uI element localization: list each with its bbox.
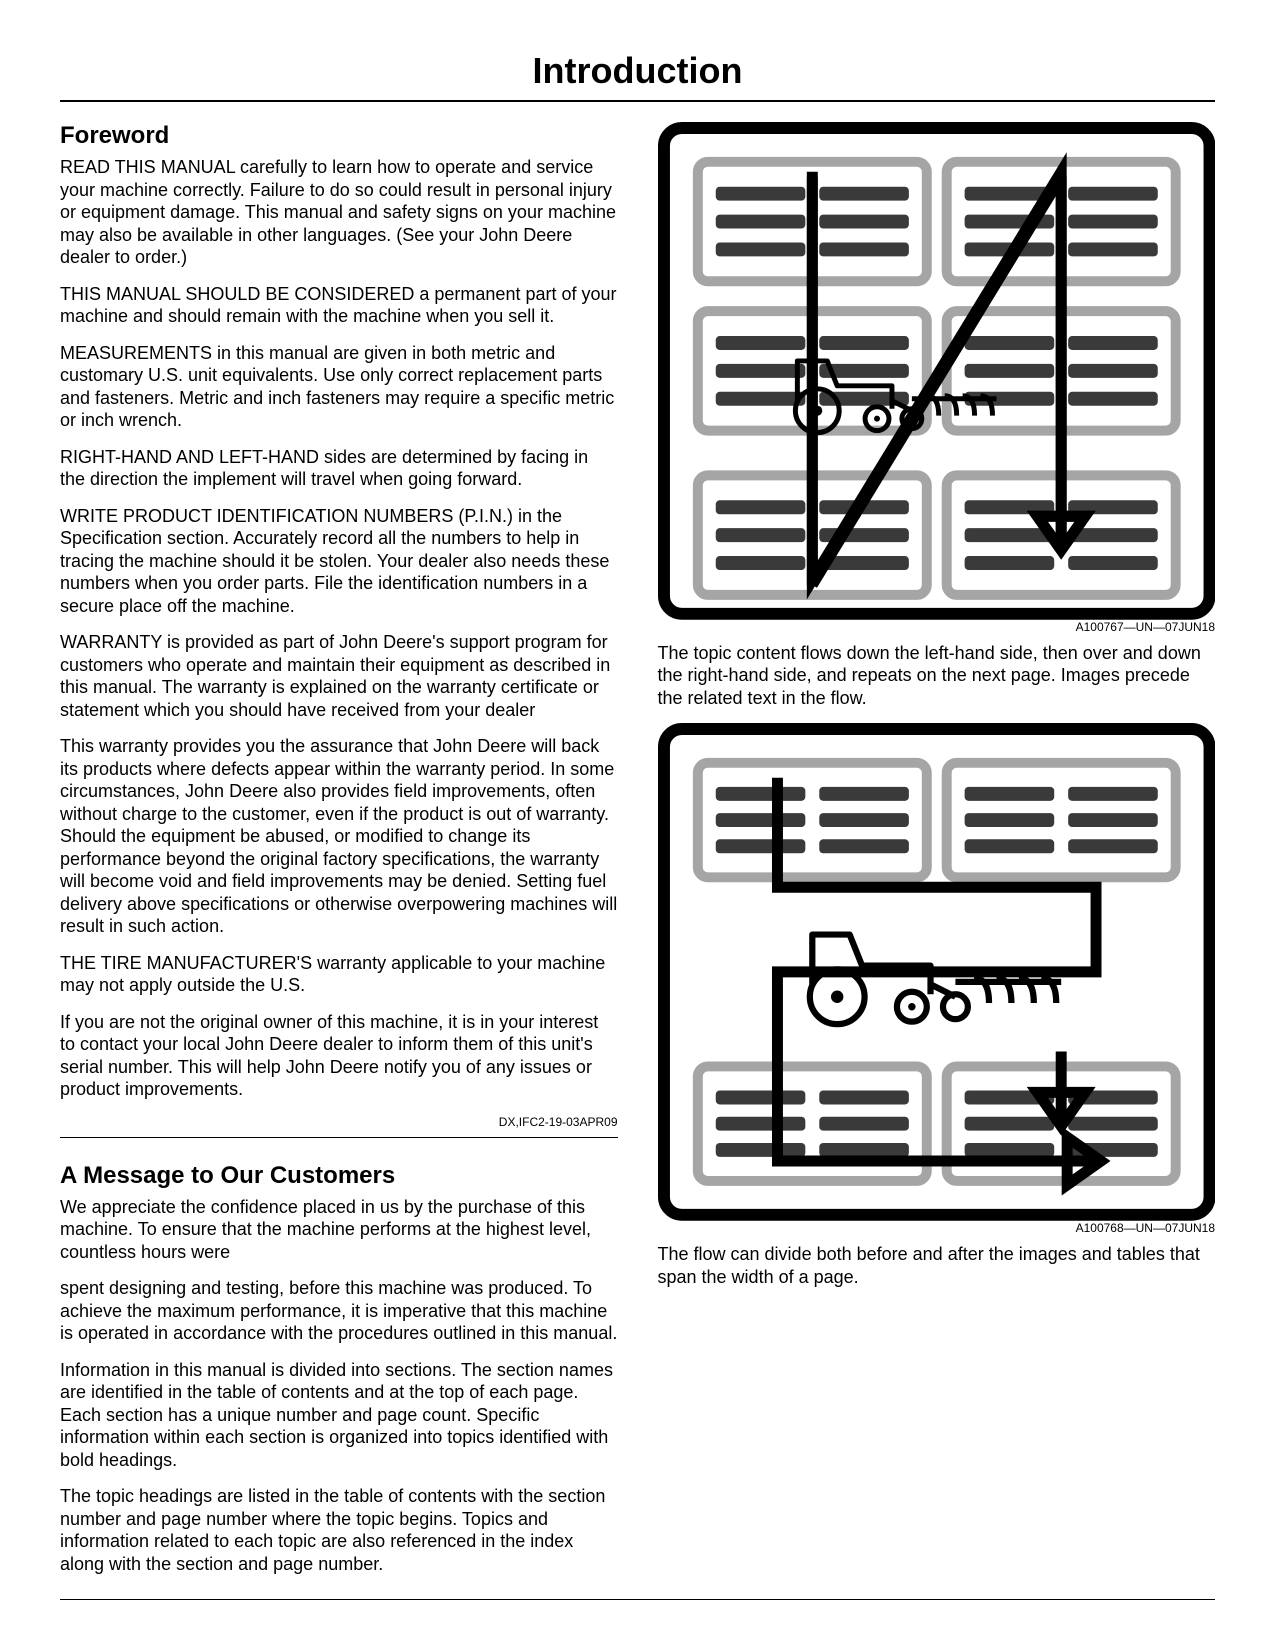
message-p5: The topic content flows down the left-ha… [658, 642, 1216, 710]
figure-1: A100767—UN—07JUN18 [658, 122, 1216, 634]
foreword-p8: THE TIRE MANUFACTURER'S warranty applica… [60, 952, 618, 997]
foreword-p9: If you are not the original owner of thi… [60, 1011, 618, 1101]
message-p6: The flow can divide both before and afte… [658, 1243, 1216, 1288]
page-title: Introduction [60, 50, 1215, 102]
figure-2-ref: A100768—UN—07JUN18 [658, 1221, 1216, 1235]
page-footer-rule [60, 1599, 1215, 1600]
page-flow-diagram-1-icon [658, 122, 1216, 620]
foreword-p2: THIS MANUAL SHOULD BE CONSIDERED a perma… [60, 283, 618, 328]
message-p3: Information in this manual is divided in… [60, 1359, 618, 1472]
foreword-p3: MEASUREMENTS in this manual are given in… [60, 342, 618, 432]
foreword-heading: Foreword [60, 122, 618, 150]
page-flow-diagram-2-icon [658, 723, 1216, 1221]
foreword-p5: WRITE PRODUCT IDENTIFICATION NUMBERS (P.… [60, 505, 618, 618]
foreword-p7: This warranty provides you the assurance… [60, 735, 618, 938]
content-columns: Foreword READ THIS MANUAL carefully to l… [60, 122, 1215, 1582]
figure-2: A100768—UN—07JUN18 [658, 723, 1216, 1235]
message-p4: The topic headings are listed in the tab… [60, 1485, 618, 1575]
foreword-ref: DX,IFC2-19-03APR09 [60, 1115, 618, 1129]
figure-1-ref: A100767—UN—07JUN18 [658, 620, 1216, 634]
foreword-p6: WARRANTY is provided as part of John Dee… [60, 631, 618, 721]
message-p2: spent designing and testing, before this… [60, 1277, 618, 1345]
section-divider [60, 1137, 618, 1138]
message-heading: A Message to Our Customers [60, 1162, 618, 1190]
foreword-p4: RIGHT-HAND AND LEFT-HAND sides are deter… [60, 446, 618, 491]
message-p1: We appreciate the confidence placed in u… [60, 1196, 618, 1264]
foreword-p1: READ THIS MANUAL carefully to learn how … [60, 156, 618, 269]
